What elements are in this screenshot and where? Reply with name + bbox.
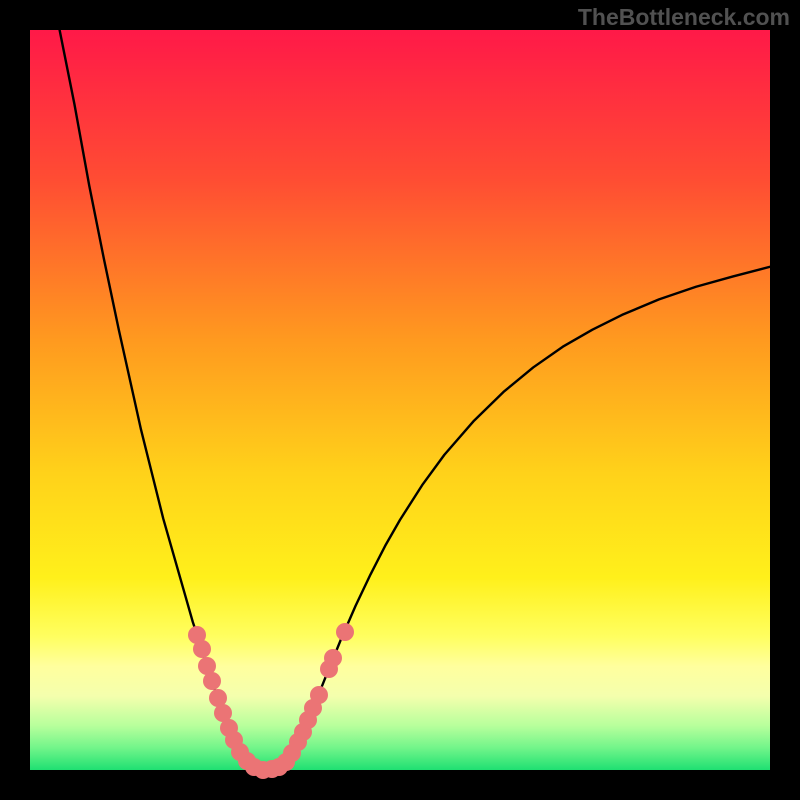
chart-container: TheBottleneck.com <box>0 0 800 800</box>
plot-area <box>30 30 770 770</box>
data-point-marker <box>203 672 221 690</box>
bottleneck-curve <box>60 30 770 770</box>
data-point-marker <box>336 623 354 641</box>
data-point-marker <box>324 649 342 667</box>
watermark-text: TheBottleneck.com <box>578 4 790 31</box>
curve-layer <box>30 30 770 770</box>
data-point-marker <box>193 640 211 658</box>
data-point-marker <box>310 686 328 704</box>
